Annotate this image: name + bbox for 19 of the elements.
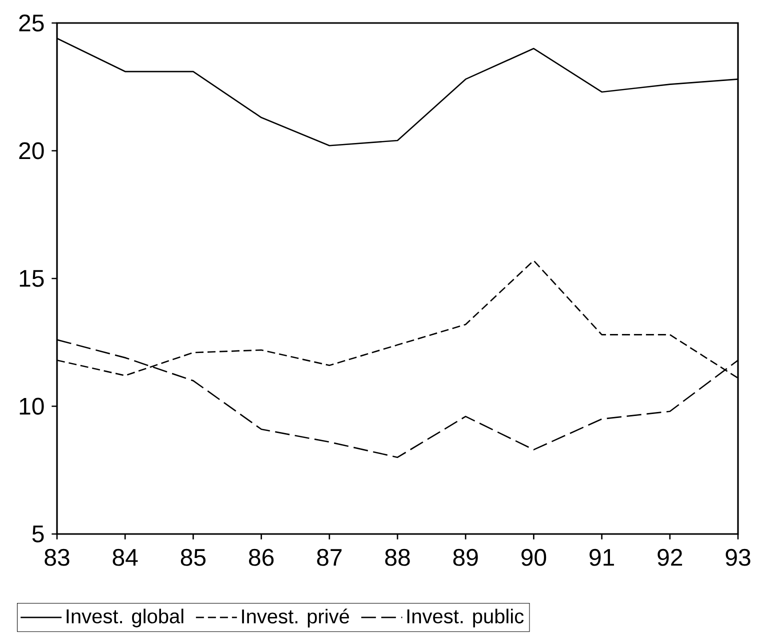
y-tick-label: 15 [20, 270, 44, 287]
x-tick-label: 89 [453, 548, 478, 566]
legend-label: Invest. global [66, 608, 184, 628]
y-tick-label: 5 [32, 526, 44, 542]
x-tick-label: 87 [317, 548, 342, 566]
x-tick-label: 85 [180, 548, 206, 566]
x-tick-label: 92 [658, 548, 682, 566]
x-tick-label: 93 [726, 548, 750, 566]
y-tick-label: 20 [19, 142, 44, 160]
y-tick-label: 10 [20, 398, 44, 415]
x-tick-label: 90 [521, 548, 546, 566]
x-tick-label: 91 [590, 548, 614, 566]
x-tick-label: 83 [44, 548, 70, 566]
legend-label: Invest. privé [242, 608, 350, 628]
x-tick-label: 86 [249, 548, 274, 566]
x-tick-label: 84 [112, 548, 138, 566]
legend-label: Invest. public [407, 608, 524, 628]
y-tick-label: 25 [19, 14, 44, 32]
x-tick-label: 88 [385, 548, 410, 566]
